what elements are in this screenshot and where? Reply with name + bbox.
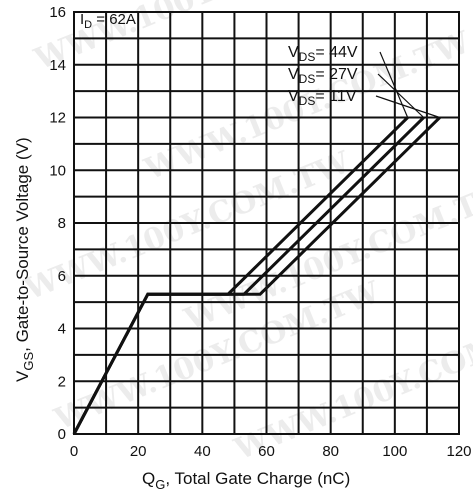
x-axis-title-sub: G — [155, 477, 165, 492]
legend-label-27v: VDS= 27V — [288, 66, 358, 86]
y-tick-label: 12 — [49, 110, 66, 127]
legend-44v-main: V — [288, 44, 299, 61]
y-tick-label: 6 — [58, 268, 66, 285]
y-axis-title-main: V — [13, 370, 32, 382]
x-axis-title-rest: , Total Gate Charge (nC) — [165, 469, 350, 488]
legend-11v-sub: DS — [299, 94, 316, 108]
y-tick-labels: 0 2 4 6 8 10 12 14 16 — [49, 4, 66, 443]
plot-frame — [73, 11, 460, 435]
x-tick-label: 60 — [258, 443, 275, 460]
x-tick-label: 0 — [70, 443, 78, 460]
y-tick-label: 2 — [58, 373, 66, 390]
series-lines — [72, 116, 441, 435]
y-tick-label: 4 — [58, 321, 66, 338]
legend-11v-rest: = 11V — [315, 88, 356, 105]
x-tick-label: 120 — [446, 443, 471, 460]
legend-11v-main: V — [288, 88, 299, 105]
condition-rest: = 62A — [92, 11, 136, 28]
legend-leader-2 — [375, 95, 440, 119]
condition-label: ID = 62A — [80, 11, 136, 31]
legend-leader-1 — [377, 73, 425, 118]
watermark-layer: WWW.100Y.COM.TWWWW.100Y.COM.TWWWW.100Y.C… — [19, 0, 473, 468]
x-tick-label: 100 — [382, 443, 407, 460]
y-axis-title: VGS, Gate-to-Source Voltage (V) — [13, 137, 36, 382]
legend-leader-lines — [375, 51, 440, 119]
condition-sub: D — [84, 19, 92, 31]
y-axis-title-rest: , Gate-to-Source Voltage (V) — [13, 137, 32, 352]
legend-label-11v: VDS= 11V — [288, 88, 357, 108]
legend-27v-main: V — [288, 66, 299, 83]
x-tick-label: 40 — [194, 443, 211, 460]
x-axis-title-main: Q — [142, 469, 155, 488]
condition-main: I — [80, 11, 84, 28]
y-tick-label: 16 — [49, 4, 66, 21]
y-tick-label: 10 — [49, 162, 66, 179]
legend-27v-sub: DS — [299, 72, 316, 86]
series-line-2 — [72, 116, 441, 435]
x-tick-labels: 0 20 40 60 80 100 120 — [70, 443, 472, 460]
x-axis-title: QG, Total Gate Charge (nC) — [142, 469, 350, 492]
legend-leader-0 — [379, 51, 409, 118]
x-tick-label: 80 — [322, 443, 339, 460]
y-tick-label: 8 — [58, 215, 66, 232]
legend-27v-rest: = 27V — [315, 66, 358, 83]
legend-44v-sub: DS — [299, 50, 316, 64]
legend-44v-rest: = 44V — [315, 44, 358, 61]
x-tick-label: 20 — [130, 443, 147, 460]
y-axis-title-sub: GS — [21, 352, 36, 371]
y-tick-label: 0 — [58, 426, 66, 443]
y-tick-label: 14 — [49, 57, 66, 74]
legend-label-44v: VDS= 44V — [288, 44, 358, 64]
